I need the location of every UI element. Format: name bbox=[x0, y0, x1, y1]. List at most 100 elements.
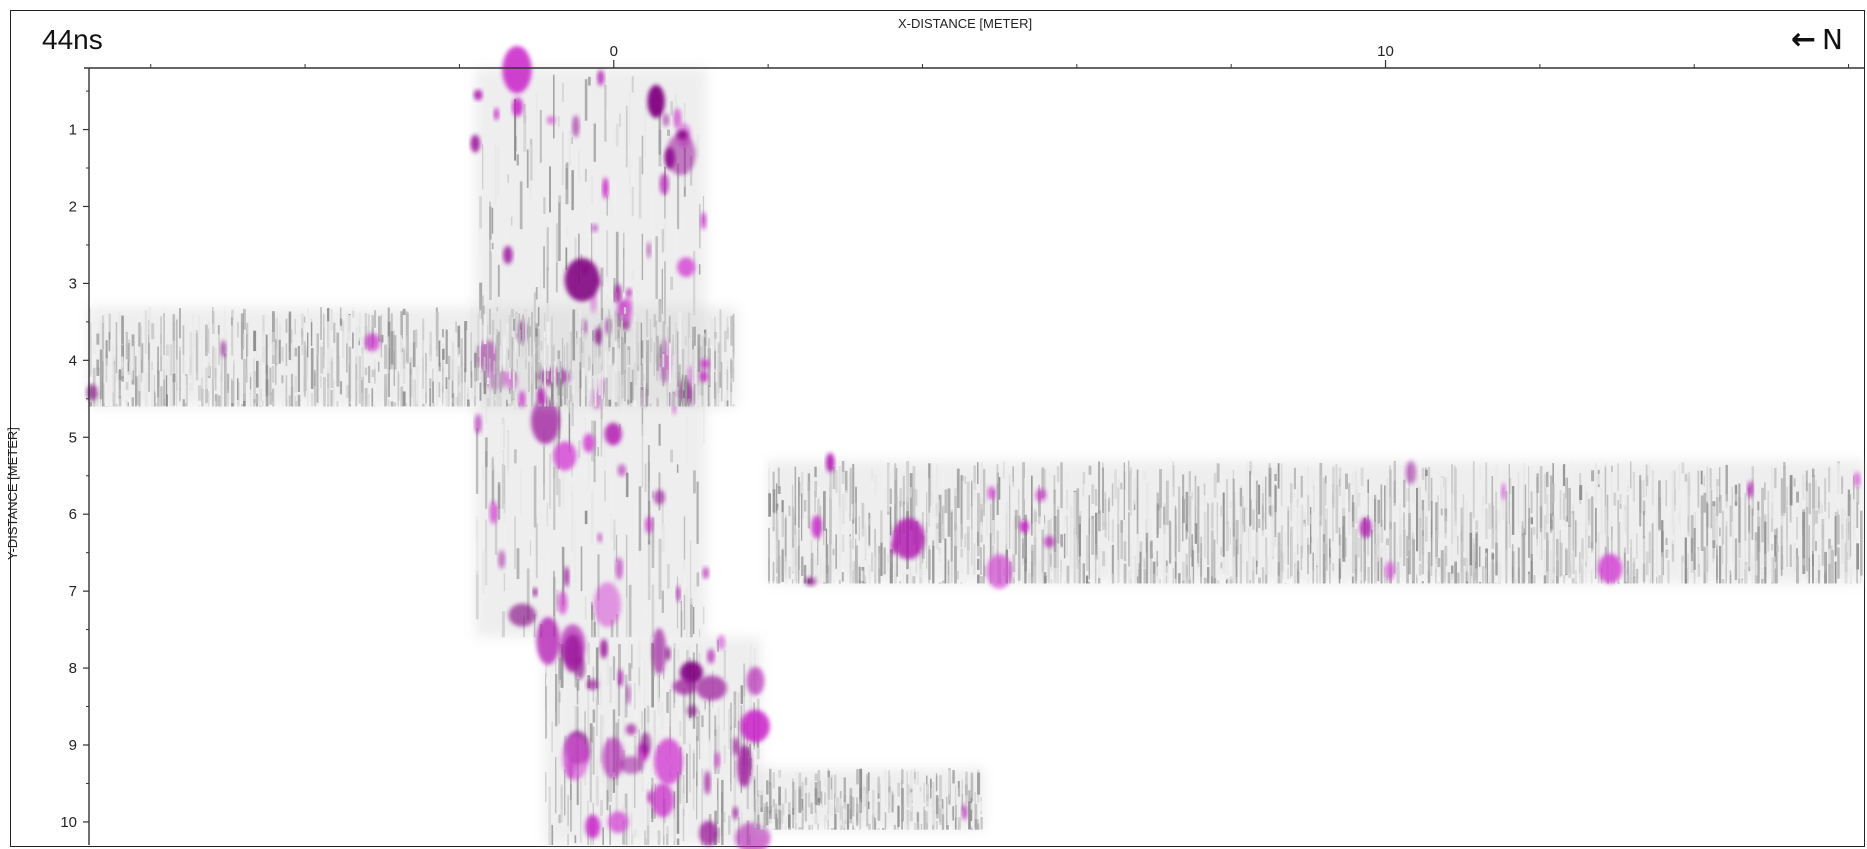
anomaly-blob bbox=[647, 84, 665, 118]
anomaly-blob bbox=[585, 814, 601, 839]
trace-streak bbox=[604, 426, 606, 473]
trace-streak bbox=[653, 710, 656, 776]
trace-streak bbox=[615, 534, 618, 563]
trace-streak bbox=[1268, 473, 1271, 515]
trace-streak bbox=[909, 769, 913, 789]
anomaly-blob bbox=[1384, 561, 1395, 581]
trace-streak bbox=[661, 268, 663, 314]
trace-streak bbox=[310, 348, 314, 389]
trace-streak bbox=[515, 339, 517, 372]
trace-streak bbox=[1774, 556, 1776, 584]
trace-streak bbox=[640, 363, 644, 387]
trace-streak bbox=[878, 571, 881, 584]
trace-streak bbox=[576, 391, 579, 407]
trace-streak bbox=[535, 523, 538, 579]
trace-streak bbox=[153, 372, 157, 392]
anomaly-blob bbox=[586, 679, 599, 691]
trace-streak bbox=[467, 388, 469, 407]
trace-streak bbox=[891, 794, 894, 813]
trace-streak bbox=[1194, 480, 1197, 507]
trace-streak bbox=[814, 556, 818, 579]
trace-streak bbox=[1645, 464, 1649, 483]
trace-streak bbox=[589, 741, 592, 803]
trace-streak bbox=[546, 502, 549, 527]
trace-streak bbox=[883, 511, 886, 531]
trace-streak bbox=[1799, 551, 1801, 584]
trace-streak bbox=[560, 787, 563, 810]
trace-streak bbox=[438, 362, 441, 372]
trace-streak bbox=[1396, 561, 1400, 584]
trace-streak bbox=[954, 785, 957, 818]
trace-streak bbox=[760, 813, 764, 830]
trace-streak bbox=[686, 691, 689, 708]
trace-streak bbox=[670, 101, 673, 116]
anomaly-blob bbox=[647, 790, 653, 804]
trace-streak bbox=[701, 733, 703, 777]
trace-streak bbox=[1645, 551, 1649, 576]
trace-streak bbox=[935, 795, 939, 815]
trace-streak bbox=[1406, 469, 1409, 509]
trace-streak bbox=[868, 564, 871, 584]
trace-streak bbox=[696, 716, 699, 742]
trace-streak bbox=[681, 374, 684, 407]
trace-streak bbox=[803, 463, 806, 494]
trace-streak bbox=[96, 367, 100, 376]
trace-streak bbox=[769, 784, 771, 811]
trace-streak bbox=[523, 103, 527, 124]
trace-streak bbox=[633, 744, 636, 808]
trace-streak bbox=[561, 82, 564, 103]
trace-streak bbox=[1235, 519, 1239, 555]
trace-streak bbox=[970, 803, 974, 810]
trace-streak bbox=[479, 227, 483, 256]
trace-streak bbox=[269, 367, 272, 395]
trace-streak bbox=[849, 467, 852, 505]
trace-streak bbox=[832, 518, 835, 528]
trace-streak bbox=[817, 485, 820, 505]
trace-streak bbox=[1543, 515, 1547, 540]
trace-streak bbox=[445, 377, 448, 389]
trace-streak bbox=[651, 584, 655, 638]
trace-streak bbox=[1508, 523, 1511, 548]
trace-streak bbox=[1748, 487, 1750, 531]
trace-streak bbox=[906, 785, 910, 808]
trace-streak bbox=[1812, 508, 1815, 551]
trace-streak bbox=[442, 329, 444, 338]
trace-streak bbox=[1213, 472, 1217, 498]
trace-streak bbox=[352, 310, 355, 318]
trace-streak bbox=[412, 369, 416, 407]
trace-streak bbox=[262, 331, 265, 365]
trace-streak bbox=[1642, 500, 1646, 516]
trace-streak bbox=[794, 548, 798, 584]
trace-streak bbox=[560, 784, 563, 823]
trace-streak bbox=[494, 506, 498, 555]
trace-streak bbox=[701, 380, 704, 407]
trace-streak bbox=[944, 515, 947, 533]
trace-streak bbox=[564, 666, 566, 731]
trace-streak bbox=[983, 544, 985, 584]
trace-streak bbox=[852, 512, 854, 550]
trace-streak bbox=[702, 196, 705, 223]
trace-streak bbox=[832, 467, 836, 490]
trace-streak bbox=[591, 223, 593, 266]
trace-streak bbox=[543, 574, 545, 617]
trace-streak bbox=[474, 367, 476, 407]
trace-streak bbox=[1808, 525, 1810, 584]
trace-streak bbox=[1316, 567, 1318, 584]
trace-streak bbox=[489, 308, 491, 335]
anomaly-blob bbox=[679, 661, 703, 684]
trace-streak bbox=[265, 334, 268, 375]
trace-streak bbox=[672, 334, 674, 366]
trace-streak bbox=[1674, 518, 1676, 548]
trace-streak bbox=[1802, 474, 1805, 500]
trace-streak bbox=[610, 513, 613, 542]
trace-streak bbox=[1754, 540, 1757, 584]
trace-streak bbox=[1050, 553, 1052, 572]
trace-streak bbox=[558, 691, 561, 703]
trace-streak bbox=[919, 791, 922, 814]
trace-streak bbox=[684, 336, 687, 346]
trace-streak bbox=[551, 316, 553, 364]
trace-streak bbox=[1022, 565, 1024, 584]
trace-streak bbox=[1163, 535, 1166, 584]
trace-streak bbox=[829, 466, 832, 533]
trace-streak bbox=[551, 382, 554, 407]
